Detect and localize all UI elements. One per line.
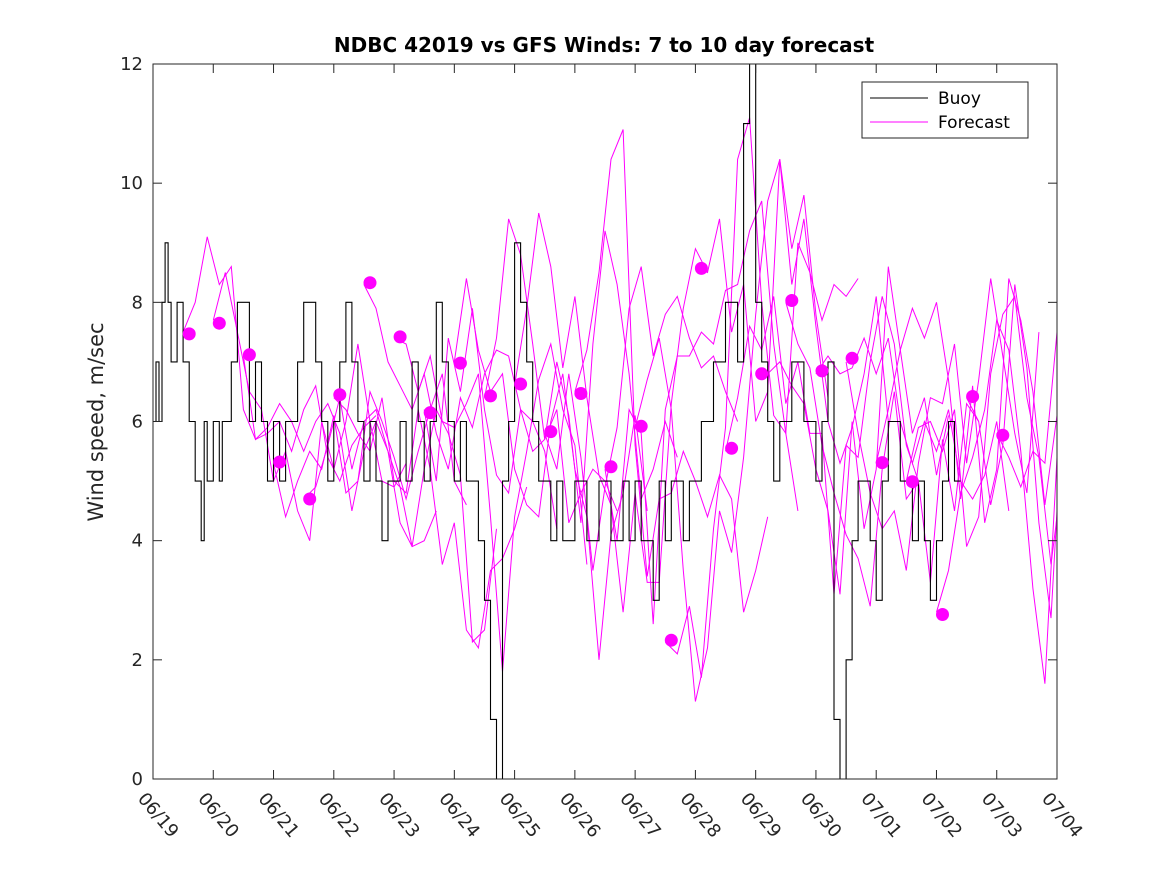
forecast-trace-16 bbox=[634, 159, 829, 702]
y-tick-label: 6 bbox=[132, 412, 143, 433]
chart-title: NDBC 42019 vs GFS Winds: 7 to 10 day for… bbox=[334, 33, 875, 57]
legend-buoy-label: Buoy bbox=[938, 89, 981, 109]
y-tick-label: 8 bbox=[132, 292, 143, 313]
forecast-marker bbox=[875, 456, 889, 470]
forecast-trace-7 bbox=[363, 284, 558, 529]
forecast-marker bbox=[423, 406, 437, 420]
forecast-marker bbox=[755, 367, 769, 381]
forecast-marker bbox=[936, 608, 949, 621]
y-tick-label: 10 bbox=[120, 173, 143, 194]
forecast-trace-21 bbox=[785, 302, 980, 607]
forecast-marker bbox=[393, 330, 407, 344]
plot-area bbox=[153, 64, 1057, 779]
forecast-trace-27 bbox=[966, 284, 1057, 619]
forecast-marker bbox=[905, 475, 919, 489]
forecast-marker bbox=[574, 387, 588, 400]
forecast-marker bbox=[966, 390, 980, 403]
forecast-marker bbox=[303, 492, 317, 506]
y-tick-label: 12 bbox=[120, 54, 143, 75]
forecast-trace-20 bbox=[755, 266, 949, 595]
legend: Buoy Forecast bbox=[861, 81, 1029, 139]
forecast-trace-22 bbox=[815, 336, 1010, 511]
forecast-marker bbox=[333, 388, 347, 402]
forecast-marker bbox=[273, 455, 287, 469]
forecast-marker bbox=[785, 294, 799, 307]
forecast-marker bbox=[604, 460, 618, 474]
legend-forecast-label: Forecast bbox=[938, 113, 1010, 133]
forecast-marker bbox=[514, 377, 528, 391]
y-tick-label: 0 bbox=[132, 769, 143, 790]
forecast-trace-3 bbox=[242, 355, 437, 548]
buoy-trace bbox=[153, 64, 961, 779]
forecast-trace-10 bbox=[453, 278, 648, 660]
forecast-marker bbox=[664, 633, 678, 647]
forecast-marker bbox=[725, 441, 739, 455]
forecast-marker bbox=[453, 356, 467, 370]
forecast-trace-9 bbox=[423, 308, 618, 523]
y-axis-label: Wind speed, m/sec bbox=[84, 322, 108, 521]
forecast-trace-24 bbox=[875, 278, 1057, 523]
legend-box bbox=[861, 81, 1029, 139]
forecast-marker bbox=[845, 351, 859, 365]
forecast-marker bbox=[996, 428, 1010, 442]
forecast-marker bbox=[182, 327, 196, 341]
forecast-marker bbox=[544, 425, 558, 439]
forecast-trace-13 bbox=[544, 266, 739, 571]
forecast-trace-23 bbox=[845, 278, 1040, 571]
forecast-trace-26 bbox=[936, 318, 1057, 684]
y-tick-label: 2 bbox=[132, 650, 143, 671]
forecast-trace-28 bbox=[996, 332, 1057, 489]
forecast-marker bbox=[212, 316, 226, 330]
forecast-marker bbox=[815, 364, 829, 378]
forecast-marker bbox=[363, 276, 377, 290]
forecast-trace-8 bbox=[393, 337, 588, 672]
forecast-trace-25 bbox=[905, 295, 1057, 565]
forecast-trace-4 bbox=[273, 373, 467, 519]
y-tick-label: 4 bbox=[132, 531, 143, 552]
forecast-marker bbox=[694, 261, 708, 275]
forecast-marker bbox=[634, 419, 648, 433]
forecast-marker bbox=[242, 348, 256, 362]
forecast-marker bbox=[484, 389, 497, 403]
forecast-trace-18 bbox=[695, 159, 889, 465]
